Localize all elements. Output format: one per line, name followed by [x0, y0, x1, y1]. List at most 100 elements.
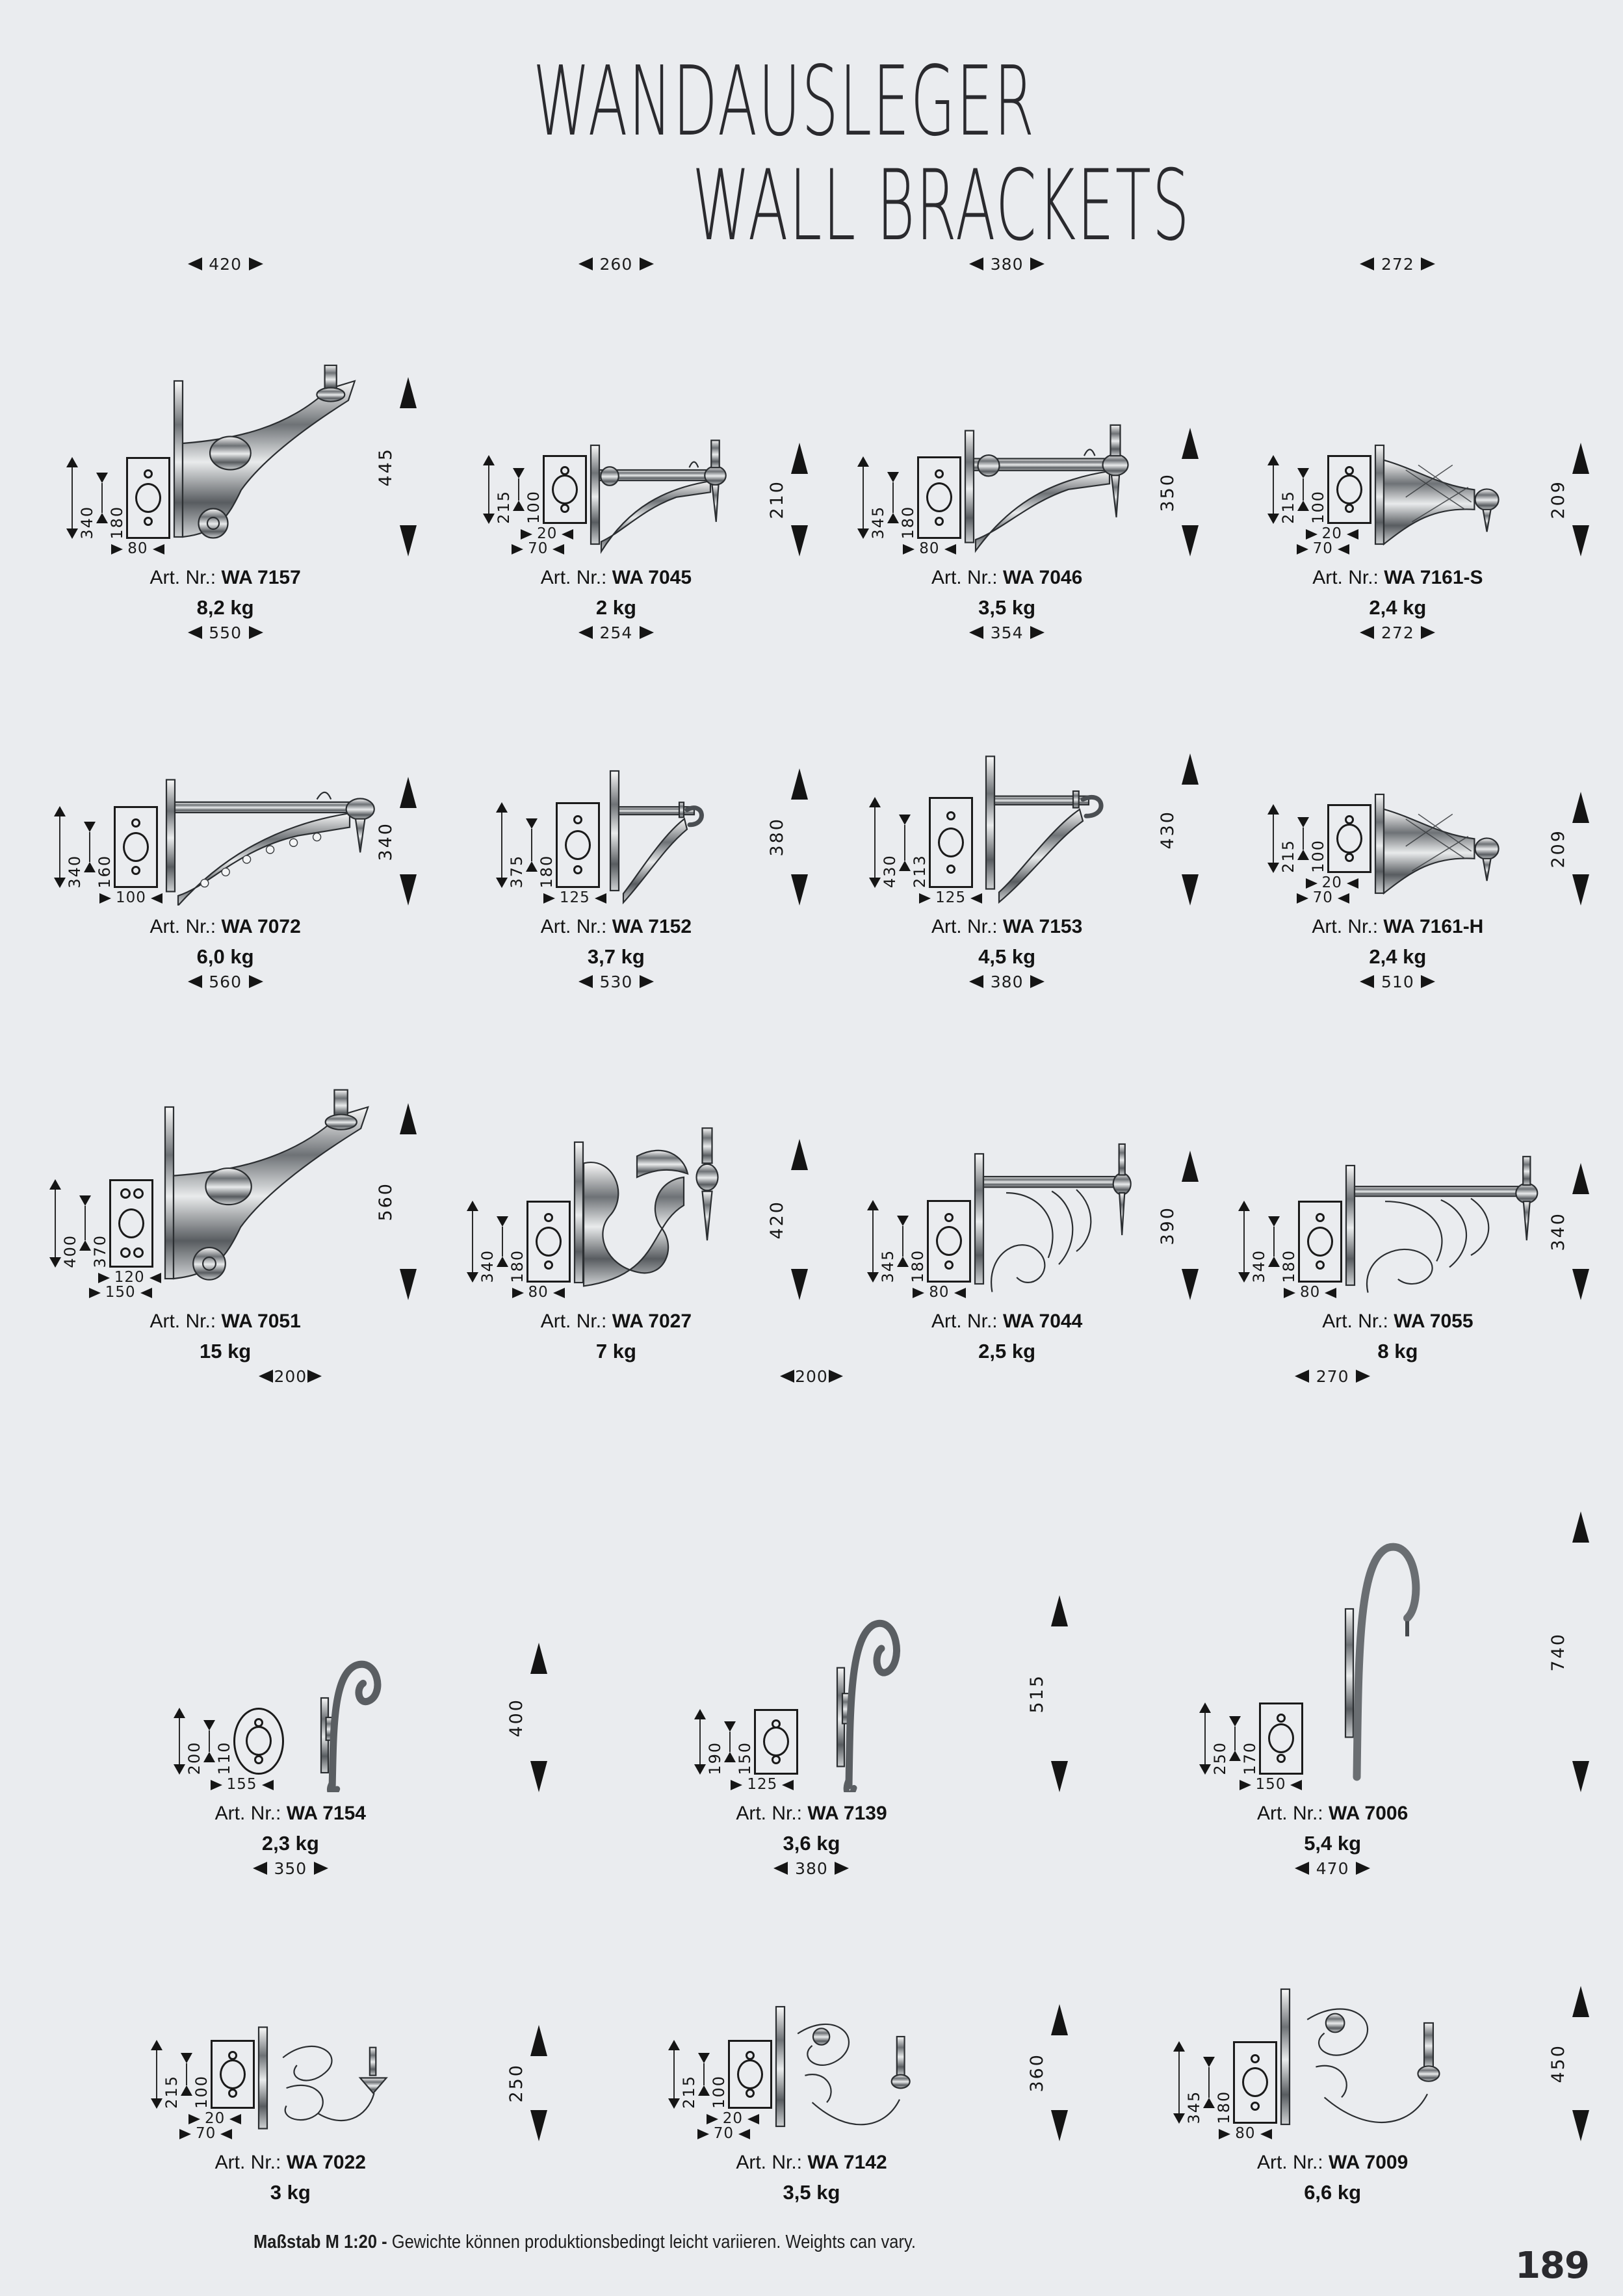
arrow-left-icon: [578, 975, 593, 989]
height-value: 450: [1548, 2044, 1568, 2083]
product-cell: 530 340: [421, 969, 811, 1363]
arrow-up-icon: [1572, 443, 1589, 475]
height-value: 340: [1548, 1212, 1568, 1251]
arrow-down-icon: [173, 1764, 185, 1775]
height-dimension: 560: [376, 1102, 417, 1301]
width-value: 272: [1381, 623, 1414, 642]
width-dimension: 272: [1360, 620, 1436, 646]
mounting-plate-diagram: 400 370: [49, 1179, 161, 1301]
arrow-down-icon: [698, 2053, 710, 2064]
mounting-plate-diagram: 215 100: [1267, 455, 1372, 556]
plate-inner-height-dim: [79, 1195, 91, 1251]
arrow-up-icon: [466, 1200, 478, 1211]
technical-drawing: 190 150: [551, 1389, 1072, 1793]
depth-value: 70: [196, 2125, 216, 2143]
technical-drawing: 200 110: [30, 1389, 551, 1793]
product-row: 200 200: [30, 1363, 1593, 1855]
article-value: WA 7152: [612, 916, 692, 938]
arrow-up-icon: [400, 1102, 417, 1134]
arrow-up-icon: [400, 777, 417, 809]
arrow-up-icon: [857, 456, 870, 467]
plate-inner-height-dim: [698, 2053, 710, 2096]
product-cell: 200 200: [30, 1363, 551, 1855]
product-row: 350 215: [30, 1855, 1593, 2204]
product-caption: Art. Nr.: WA 7157 8,2 kg: [149, 567, 300, 620]
arrow-up-icon: [1181, 1151, 1199, 1182]
product-caption: Art. Nr.: WA 7161-S 2,4 kg: [1312, 567, 1483, 620]
plate-outer-height-dim: [49, 1179, 61, 1268]
plate-outer-height-dim: [466, 1200, 478, 1283]
arrow-in-left-icon: [188, 2113, 201, 2124]
arrow-up-icon: [724, 1751, 736, 1762]
height-arrows: [1051, 1595, 1069, 1793]
arrow-left-icon: [969, 257, 984, 271]
article-value: WA 7051: [221, 1311, 301, 1333]
arrow-in-left-icon: [1219, 2128, 1231, 2139]
width-value: 380: [990, 254, 1024, 274]
width-dimension: 350: [252, 1855, 328, 1881]
height-arrows: [1051, 2003, 1069, 2142]
depth-dimension: 70: [179, 2125, 233, 2143]
plate-outer-height-value: 340: [478, 1249, 497, 1283]
product-illustration: [982, 740, 1145, 906]
arrow-up-icon: [482, 455, 495, 466]
height-arrows: [1572, 1985, 1589, 2142]
article-number: Art. Nr.: WA 7051: [149, 1311, 300, 1333]
product-caption: Art. Nr.: WA 7055 8 kg: [1322, 1311, 1473, 1363]
height-arrows: [530, 1643, 547, 1793]
plate-outer-height-dim: [1267, 804, 1280, 874]
product-illustration: [255, 2015, 430, 2141]
article-number: Art. Nr.: WA 7161-H: [1312, 916, 1483, 938]
width-dimension: 354: [969, 620, 1045, 646]
depth-value: 70: [1312, 889, 1333, 907]
plate-inner-height-value: 213: [911, 854, 929, 889]
arrow-up-icon: [66, 456, 78, 467]
mounting-plate-diagram: 345 180: [867, 1199, 972, 1301]
width-dimension: 272: [1360, 251, 1436, 277]
technical-drawing: 345 180: [1072, 1881, 1593, 2142]
plate-inner-height-value: 180: [899, 505, 918, 540]
plate-inner-height-dim: [1229, 1715, 1241, 1761]
mounting-plate: [210, 2040, 255, 2109]
width-dimension: 510: [1360, 969, 1436, 995]
depth-value: 70: [528, 540, 549, 558]
arrow-down-icon: [1181, 525, 1199, 557]
footer-disclaimer: Gewichte können produktionsbedingt leich…: [391, 2232, 916, 2252]
arrow-up-icon: [1173, 2041, 1186, 2052]
height-dimension: 450: [1548, 1985, 1589, 2142]
arrow-up-icon: [790, 1138, 808, 1170]
arrow-in-right-icon: [1337, 543, 1349, 554]
arrow-down-icon: [1572, 2110, 1589, 2142]
product-weight: 3,5 kg: [978, 596, 1036, 620]
technical-drawing: 215 100: [1202, 646, 1593, 906]
product-cell: 420 340: [30, 251, 421, 620]
product-weight: 2,4 kg: [1369, 596, 1427, 620]
mounting-plate: [1259, 1702, 1304, 1775]
plate-inner-height-value: 100: [710, 2075, 729, 2109]
height-dimension: 350: [1158, 428, 1199, 557]
product-caption: Art. Nr.: WA 7051 15 kg: [149, 1311, 300, 1363]
height-value: 560: [376, 1182, 396, 1221]
arrow-in-left-icon: [913, 1287, 925, 1298]
product-illustration: [161, 1086, 402, 1300]
depth-dimension: 20: [188, 2111, 242, 2126]
arrow-in-right-icon: [1260, 2128, 1272, 2139]
height-dimension: 210: [767, 443, 808, 557]
article-value: WA 7046: [1002, 567, 1083, 589]
arrow-down-icon: [1572, 1269, 1589, 1301]
depth-dimension: 125: [919, 891, 983, 906]
arrow-left-icon: [969, 975, 984, 989]
arrow-in-left-icon: [903, 543, 915, 554]
article-number: Art. Nr.: WA 7072: [149, 916, 300, 938]
height-value: 250: [506, 2063, 526, 2103]
plate-inner-height-value: 110: [214, 1741, 233, 1775]
plate-outer-height-value: 215: [1279, 839, 1298, 874]
arrow-down-icon: [400, 874, 417, 906]
depth-dimension: 80: [111, 541, 164, 556]
height-arrows: [530, 2024, 547, 2142]
arrow-down-icon: [400, 525, 417, 557]
depth-dimension: 20: [521, 527, 574, 541]
arrow-down-icon: [1267, 514, 1280, 525]
article-number: Art. Nr.: WA 7157: [149, 567, 300, 589]
arrow-up-icon: [49, 1179, 61, 1190]
